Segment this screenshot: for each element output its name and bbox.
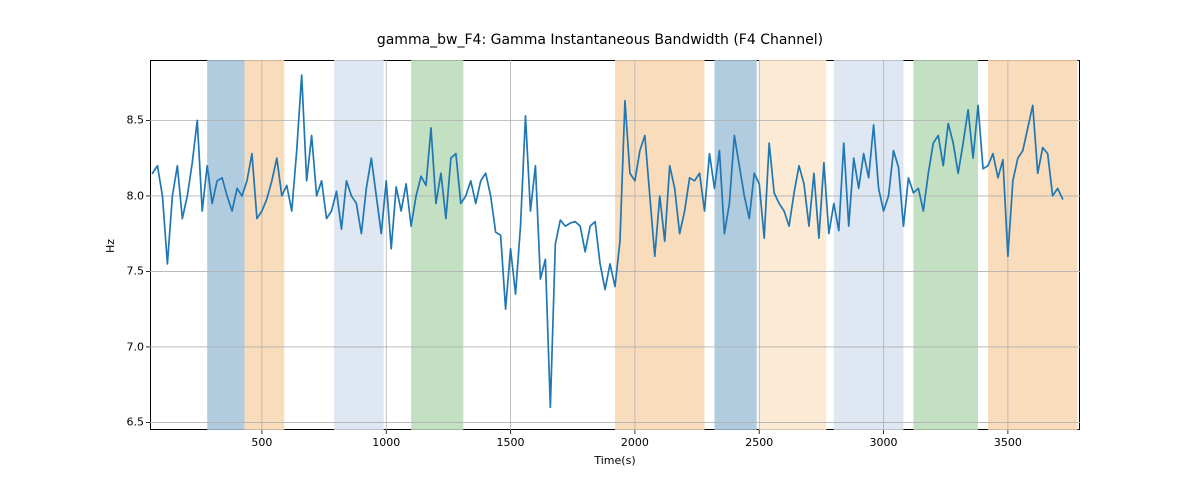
x-tick-label: 3000 [870, 436, 898, 449]
x-tick-label: 3500 [994, 436, 1022, 449]
plot-svg [144, 60, 1080, 436]
y-tick-label: 7.5 [120, 265, 144, 278]
background-band [244, 60, 284, 430]
y-axis-label: Hz [104, 239, 117, 253]
x-tick-label: 2500 [745, 436, 773, 449]
x-tick-label: 2000 [621, 436, 649, 449]
background-band [334, 60, 384, 430]
figure: gamma_bw_F4: Gamma Instantaneous Bandwid… [0, 0, 1200, 500]
background-band [207, 60, 244, 430]
x-axis-label: Time(s) [150, 454, 1080, 467]
x-tick-label: 500 [251, 436, 272, 449]
background-band [615, 60, 705, 430]
y-tick-label: 6.5 [120, 416, 144, 429]
background-band [834, 60, 904, 430]
chart-title: gamma_bw_F4: Gamma Instantaneous Bandwid… [0, 32, 1200, 48]
background-band [714, 60, 756, 430]
y-tick-label: 7.0 [120, 340, 144, 353]
y-tick-label: 8.5 [120, 114, 144, 127]
background-band [411, 60, 463, 430]
x-tick-label: 1000 [372, 436, 400, 449]
y-tick-label: 8.0 [120, 189, 144, 202]
background-band [759, 60, 826, 430]
x-tick-label: 1500 [497, 436, 525, 449]
